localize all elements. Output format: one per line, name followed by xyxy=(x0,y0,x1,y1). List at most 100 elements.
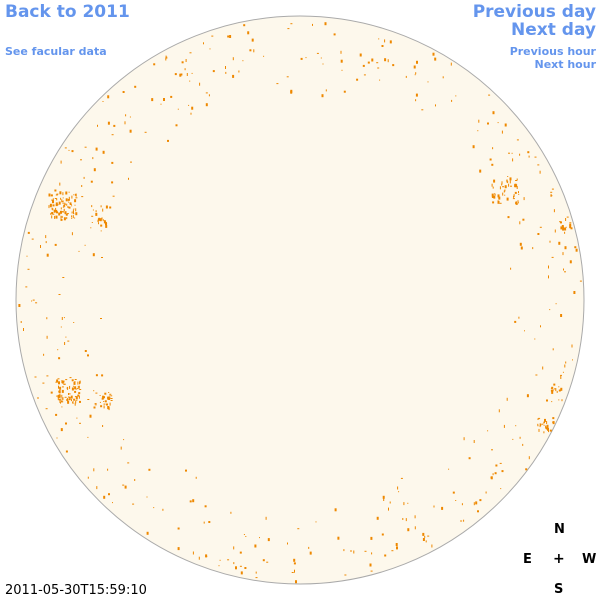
see-facular-data-link[interactable]: See facular data xyxy=(5,45,107,58)
facula-speck xyxy=(74,402,76,406)
facula-speck xyxy=(104,400,107,403)
facula-speck xyxy=(69,202,72,205)
facula-speck xyxy=(468,457,471,460)
facula-speck xyxy=(548,265,549,269)
facula-speck xyxy=(112,195,115,197)
facula-speck xyxy=(205,554,208,558)
facula-speck xyxy=(160,103,162,105)
facula-speck xyxy=(461,503,463,506)
facula-speck xyxy=(48,193,51,197)
facula-speck xyxy=(93,168,96,172)
facula-speck xyxy=(68,398,71,401)
facula-speck xyxy=(74,204,76,206)
facula-speck xyxy=(63,383,66,385)
facula-speck xyxy=(189,500,192,503)
facula-speck xyxy=(565,361,567,364)
facula-speck xyxy=(414,526,416,530)
facula-speck xyxy=(571,344,573,348)
facula-speck xyxy=(52,213,55,215)
facula-speck xyxy=(92,253,95,257)
facula-speck xyxy=(460,520,463,522)
facula-speck xyxy=(262,559,265,562)
facula-speck xyxy=(491,193,494,197)
facula-speck xyxy=(81,185,83,187)
facula-speck xyxy=(522,443,524,446)
facula-speck xyxy=(122,91,125,93)
facula-speck xyxy=(378,38,380,40)
facula-speck xyxy=(66,203,68,206)
facula-speck xyxy=(71,205,73,207)
facula-speck xyxy=(487,430,489,432)
facula-speck xyxy=(448,468,450,470)
next-day-link[interactable]: Next day xyxy=(511,20,596,40)
facula-speck xyxy=(463,519,465,522)
facula-speck xyxy=(546,426,548,429)
facula-speck xyxy=(108,493,110,496)
facula-speck xyxy=(100,318,102,319)
facula-speck xyxy=(553,388,556,390)
facula-speck xyxy=(504,189,506,192)
facula-speck xyxy=(514,191,517,194)
facula-speck xyxy=(382,495,385,499)
facula-speck xyxy=(107,468,109,471)
facula-speck xyxy=(25,286,28,288)
facula-speck xyxy=(333,33,336,36)
facula-speck xyxy=(109,393,112,395)
facula-speck xyxy=(109,206,112,209)
facula-speck xyxy=(407,502,409,504)
facula-speck xyxy=(253,49,255,53)
facula-speck xyxy=(359,53,362,57)
facula-speck xyxy=(100,224,103,227)
facula-speck xyxy=(31,238,34,240)
facula-speck xyxy=(77,381,79,385)
facula-speck xyxy=(295,580,297,584)
facula-speck xyxy=(560,374,562,376)
facula-speck xyxy=(322,63,324,65)
facula-speck xyxy=(452,491,455,494)
facula-speck xyxy=(123,439,125,441)
facula-speck xyxy=(503,424,505,428)
facula-speck xyxy=(516,178,518,181)
facula-speck xyxy=(495,464,498,467)
facula-speck xyxy=(552,389,554,392)
facula-speck xyxy=(57,349,59,351)
facula-speck xyxy=(170,95,173,98)
facula-speck xyxy=(560,376,562,379)
facula-speck xyxy=(58,294,61,295)
facula-speck xyxy=(570,227,573,230)
facula-speck xyxy=(537,233,540,235)
next-hour-link[interactable]: Next hour xyxy=(534,58,597,71)
facula-speck xyxy=(490,476,492,479)
facula-speck xyxy=(552,417,555,420)
facula-speck xyxy=(532,247,534,250)
facula-speck xyxy=(61,199,63,203)
facula-speck xyxy=(56,198,58,201)
facula-speck xyxy=(545,427,547,430)
facula-speck xyxy=(519,436,521,439)
facula-speck xyxy=(384,58,387,62)
facula-speck xyxy=(186,73,188,76)
facula-speck xyxy=(227,559,230,561)
facula-speck xyxy=(60,197,62,200)
facula-speck xyxy=(61,215,63,218)
facula-speck xyxy=(59,393,61,396)
facula-speck xyxy=(407,528,410,532)
facula-speck xyxy=(501,130,503,134)
facula-speck xyxy=(515,201,518,203)
facula-speck xyxy=(414,74,416,76)
previous-hour-link[interactable]: Previous hour xyxy=(509,45,596,58)
facula-speck xyxy=(477,510,479,513)
back-to-year-link[interactable]: Back to 2011 xyxy=(5,2,130,22)
previous-day-link[interactable]: Previous day xyxy=(472,2,596,22)
facula-speck xyxy=(111,161,114,164)
facula-speck xyxy=(478,119,480,123)
facula-speck xyxy=(195,476,197,479)
facula-speck xyxy=(218,565,220,567)
facula-speck xyxy=(432,52,435,56)
facula-speck xyxy=(58,357,61,360)
facula-speck xyxy=(405,75,407,78)
facula-speck xyxy=(62,277,65,278)
facula-speck xyxy=(79,380,81,384)
solar-disk xyxy=(15,15,585,585)
facula-speck xyxy=(189,80,191,82)
